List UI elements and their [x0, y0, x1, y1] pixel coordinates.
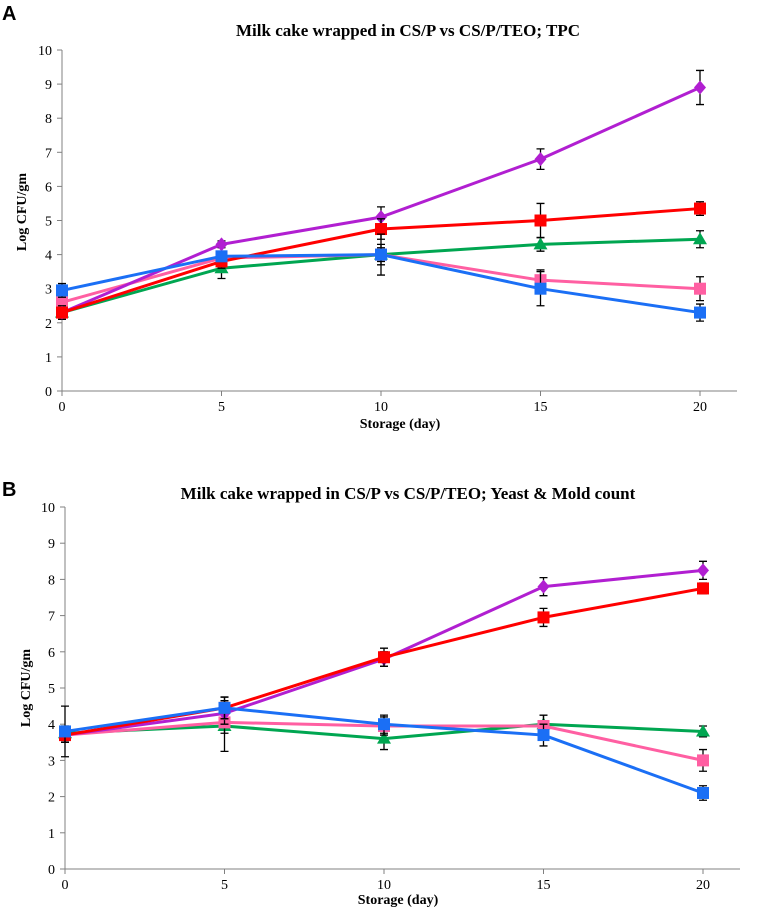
chart-a-xtick-label: 10 — [374, 400, 388, 415]
chart-a-ytick-label: 6 — [45, 180, 52, 195]
chart-a-ytick-label: 7 — [45, 146, 52, 161]
chart-a-point-square — [375, 223, 387, 236]
chart-a-point-square — [534, 214, 547, 227]
chart-a-point-diamond — [215, 237, 228, 252]
chart-a-series-line — [61, 86, 701, 314]
chart-b-point-square — [218, 701, 231, 714]
chart-b-ytick-label: 1 — [48, 827, 55, 842]
chart-a-ytick-label: 10 — [38, 44, 52, 59]
chart-b-series-5 — [59, 696, 709, 801]
chart-a-point-triangle — [693, 232, 707, 245]
chart-a-xtick-label: 0 — [59, 400, 66, 415]
chart-b-point-square — [537, 729, 550, 742]
chart-b-point-square — [697, 786, 709, 799]
chart-b-point-square — [697, 754, 709, 767]
chart-a-ytick-label: 3 — [45, 283, 52, 298]
chart-b-point-triangle — [377, 731, 391, 744]
chart-a-point-diamond — [534, 152, 547, 167]
chart-b-ytick-label: 10 — [41, 501, 55, 516]
chart-a-title: Milk cake wrapped in CS/P vs CS/P/TEO; T… — [236, 21, 580, 40]
chart-b-point-triangle — [696, 724, 710, 737]
chart-b-point-square — [378, 718, 390, 731]
chart-b-ytick-label: 3 — [48, 754, 55, 769]
panel-letter-b: B — [2, 479, 16, 501]
chart-b-ytick-label: 0 — [48, 863, 55, 878]
chart-b-xtick-label: 5 — [221, 878, 228, 893]
chart-b-ytick-label: 6 — [48, 646, 55, 661]
chart-b-point-diamond — [537, 579, 550, 594]
chart-a-point-square — [694, 202, 706, 215]
chart-b-point-square — [697, 582, 709, 595]
chart-b-xtick-label: 20 — [696, 878, 710, 893]
chart-b-point-square — [378, 651, 390, 664]
chart-a-ytick-label: 9 — [45, 78, 52, 93]
chart-a-xtick-label: 20 — [693, 400, 707, 415]
chart-a-point-square — [694, 282, 706, 295]
chart-b-ylabel: Log CFU/gm — [19, 649, 34, 728]
chart-a-ytick-label: 4 — [45, 249, 52, 264]
chart-a-ytick-label: 8 — [45, 112, 52, 127]
chart-b-ytick-label: 7 — [48, 610, 55, 625]
chart-a-point-square — [215, 250, 228, 263]
chart-b-point-diamond — [697, 563, 709, 578]
chart-b-ytick-label: 2 — [48, 791, 55, 806]
chart-b-xtick-label: 10 — [377, 878, 391, 893]
chart-a-point-diamond — [694, 80, 706, 95]
chart-a-ytick-label: 5 — [45, 215, 52, 230]
chart-a-xlabel: Storage (day) — [360, 417, 441, 432]
chart-a-series-4 — [56, 201, 706, 319]
chart-a-ytick-label: 2 — [45, 317, 52, 332]
chart-a-point-diamond — [375, 210, 387, 225]
chart-b-title: Milk cake wrapped in CS/P vs CS/P/TEO; Y… — [181, 484, 636, 503]
chart-b-xtick-label: 15 — [537, 878, 551, 893]
chart-a-point-triangle — [533, 237, 548, 250]
chart-b-ytick-label: 9 — [48, 537, 55, 552]
chart-b-ytick-label: 4 — [48, 718, 55, 733]
chart-a-xtick-label: 5 — [218, 400, 225, 415]
chart-a-point-square — [694, 306, 706, 319]
chart-b-ytick-label: 8 — [48, 573, 55, 588]
panel-letter-a: A — [2, 3, 16, 25]
chart-a-xtick-label: 15 — [534, 400, 548, 415]
chart-a-ytick-label: 0 — [45, 385, 52, 400]
chart-b-xlabel: Storage (day) — [358, 893, 439, 908]
chart-a-ytick-label: 1 — [45, 351, 52, 366]
chart-a-point-square — [56, 306, 68, 319]
chart-a-series-5 — [56, 233, 706, 322]
chart-b-point-square — [59, 725, 71, 738]
chart-b-xtick-label: 0 — [62, 878, 69, 893]
chart-a-point-square — [534, 282, 547, 295]
chart-a-point-square — [375, 248, 387, 261]
chart-a-plot: 0 1 2 3 4 5 6 7 8 9 10 0 5 10 15 20 — [38, 44, 737, 415]
chart-b-point-square — [537, 611, 550, 624]
chart-a-ylabel: Log CFU/gm — [15, 173, 30, 252]
chart-b-ytick-label: 5 — [48, 682, 55, 697]
chart-b-plot: 0 1 2 3 4 5 6 7 8 9 10 0 5 10 15 20 — [41, 501, 740, 893]
chart-a-point-square — [56, 284, 68, 297]
